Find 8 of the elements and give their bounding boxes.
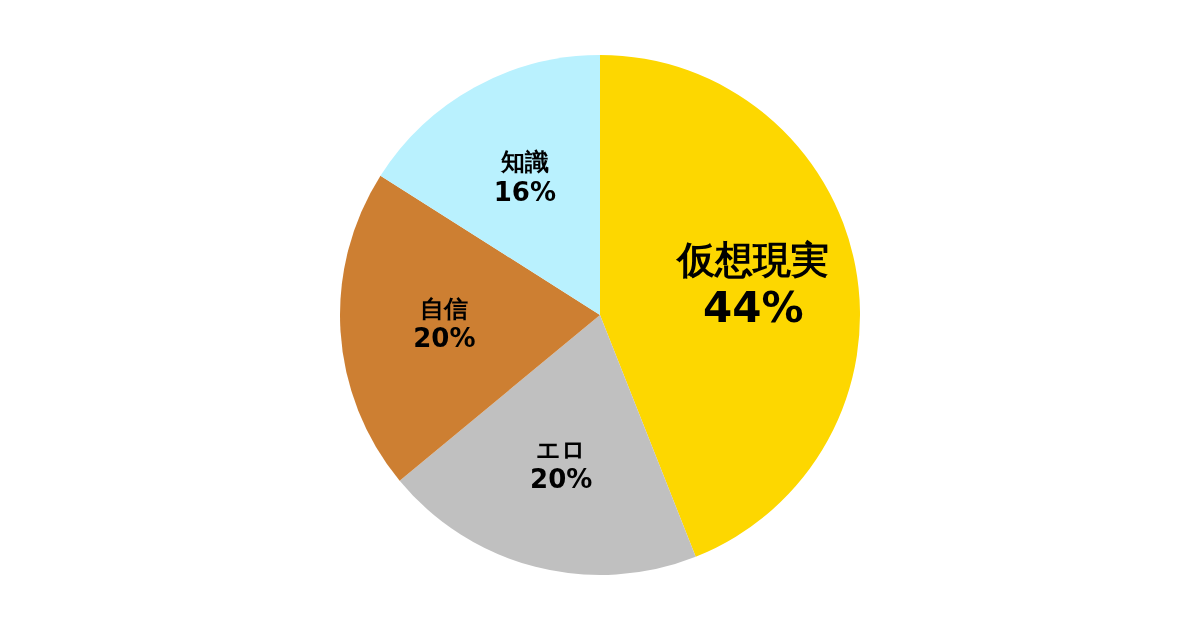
slice-label: エロ	[536, 435, 587, 464]
slice-label: 仮想現実	[675, 237, 830, 282]
data-label: 16%	[493, 176, 556, 207]
data-label: 44%	[702, 282, 804, 332]
data-label: 20%	[530, 464, 593, 495]
slice-label: 自信	[420, 294, 469, 323]
slice-label: 知識	[499, 148, 549, 177]
data-label: 20%	[413, 323, 476, 354]
